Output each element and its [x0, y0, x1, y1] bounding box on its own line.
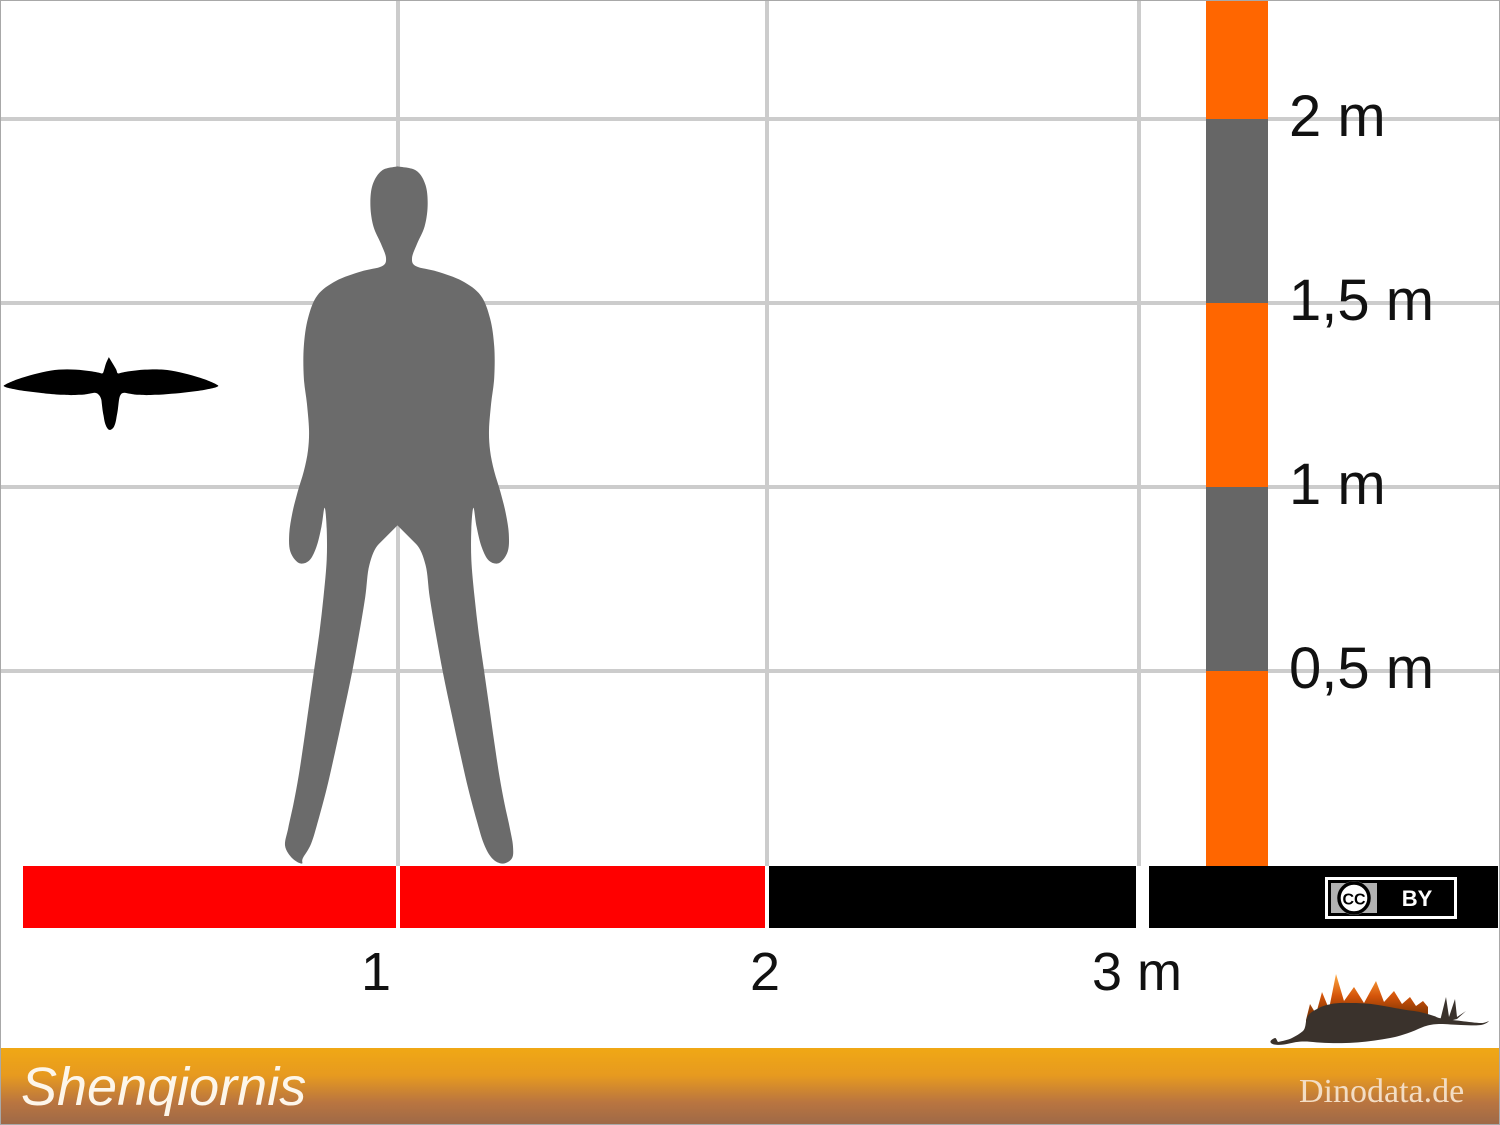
svg-text:BY: BY	[1402, 886, 1433, 911]
svg-text:CC: CC	[1342, 892, 1366, 909]
